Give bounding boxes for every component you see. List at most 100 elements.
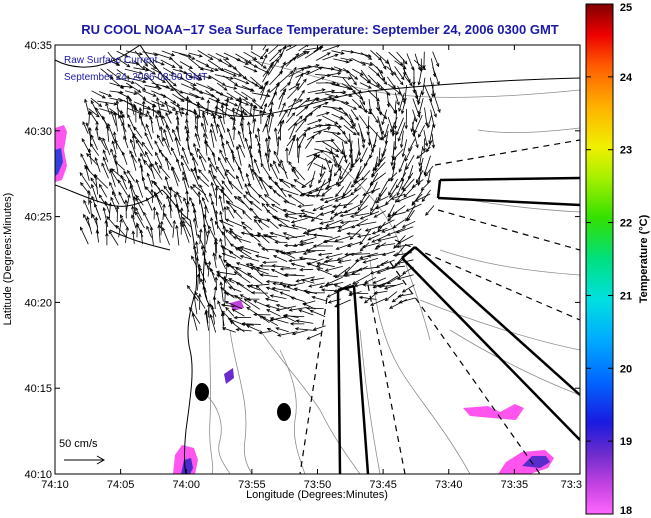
current-vector: [357, 138, 361, 156]
current-vector-head: [245, 172, 250, 178]
current-vector-head: [192, 87, 197, 91]
current-vector: [340, 92, 353, 97]
current-vector-head: [179, 219, 184, 224]
current-vector-head: [141, 141, 146, 146]
current-vector: [331, 202, 341, 214]
current-vector: [122, 151, 128, 165]
current-vector: [413, 59, 426, 71]
current-vector-head: [219, 210, 223, 215]
current-vector-head: [351, 224, 356, 229]
current-vector: [376, 66, 386, 81]
current-vector: [106, 68, 120, 79]
current-vector-head: [155, 211, 160, 216]
current-vector-head: [232, 116, 236, 121]
current-vector-head: [357, 207, 362, 212]
current-vector: [181, 91, 199, 98]
current-vector: [131, 214, 137, 229]
current-vector-head: [335, 154, 340, 158]
current-vector-head: [244, 96, 249, 100]
current-vector-head: [161, 79, 166, 83]
current-vector: [325, 253, 343, 259]
current-vector: [325, 265, 344, 272]
current-vector: [250, 208, 263, 222]
current-vector-head: [264, 137, 269, 142]
current-vector-head: [389, 194, 393, 199]
current-vector-head: [229, 243, 234, 248]
current-vector-head: [279, 179, 284, 183]
current-vector-head: [139, 163, 143, 168]
current-vector-head: [234, 247, 239, 251]
current-vector: [262, 64, 273, 83]
contour-line: [229, 329, 253, 474]
current-vector-head: [151, 103, 156, 108]
current-vector-head: [186, 200, 190, 205]
current-vector: [165, 112, 172, 124]
current-vector: [226, 107, 243, 117]
current-vector-head: [395, 230, 400, 234]
current-vector: [396, 245, 405, 256]
current-vector-head: [95, 113, 100, 118]
current-vector-head: [359, 96, 364, 100]
current-vector: [297, 65, 311, 70]
current-vector-head: [245, 191, 249, 195]
current-vector: [412, 122, 415, 137]
current-vector-head: [144, 76, 149, 81]
current-vector: [322, 105, 343, 110]
current-vector: [160, 221, 163, 236]
current-vector: [127, 170, 135, 182]
current-vector: [418, 97, 424, 115]
current-vector-head: [374, 246, 379, 250]
current-vector: [397, 235, 414, 245]
current-vector-head: [348, 291, 353, 295]
current-vector: [197, 274, 199, 291]
current-vector-head: [175, 115, 180, 120]
current-vector-head: [337, 163, 341, 168]
current-vector: [262, 261, 278, 263]
current-vector-head: [130, 80, 135, 84]
current-vector: [261, 248, 280, 251]
current-vector: [352, 90, 363, 100]
current-vector-head: [209, 303, 214, 308]
current-vector: [241, 85, 255, 92]
current-vector: [310, 310, 326, 317]
current-vector-head: [206, 229, 211, 234]
current-vector: [292, 166, 306, 181]
current-vector: [160, 59, 176, 68]
current-vector-head: [142, 87, 147, 91]
current-vector-head: [257, 231, 261, 236]
current-vector: [150, 116, 154, 134]
current-vector-head: [200, 277, 204, 283]
current-vector: [377, 116, 384, 135]
current-vector-head: [149, 115, 153, 120]
current-vector-head: [249, 232, 254, 237]
current-vector: [269, 49, 282, 62]
current-vector-head: [170, 87, 175, 91]
current-vector: [392, 148, 404, 161]
current-vector: [388, 51, 404, 66]
current-vector: [146, 226, 153, 238]
current-vector-head: [218, 58, 223, 62]
current-vector-head: [113, 131, 117, 136]
current-vector: [242, 211, 252, 221]
current-vector: [378, 219, 395, 229]
current-vector-head: [262, 65, 267, 69]
current-vector: [139, 115, 147, 132]
current-vector-head: [88, 126, 92, 131]
current-vector-head: [199, 184, 203, 189]
current-vector: [246, 325, 260, 332]
current-vector-head: [405, 166, 409, 171]
current-vector: [376, 73, 388, 85]
current-vector: [240, 246, 260, 254]
current-vector-head: [146, 172, 150, 177]
current-vector: [146, 197, 153, 211]
current-vector-head: [302, 214, 307, 218]
current-vector-head: [224, 278, 229, 283]
current-vector-head: [141, 100, 146, 105]
current-vector: [86, 216, 93, 235]
current-vector: [416, 170, 424, 183]
current-vector-head: [211, 200, 215, 205]
current-vector-head: [295, 86, 300, 91]
current-vector-head: [428, 140, 432, 145]
current-vector-head: [145, 123, 149, 128]
